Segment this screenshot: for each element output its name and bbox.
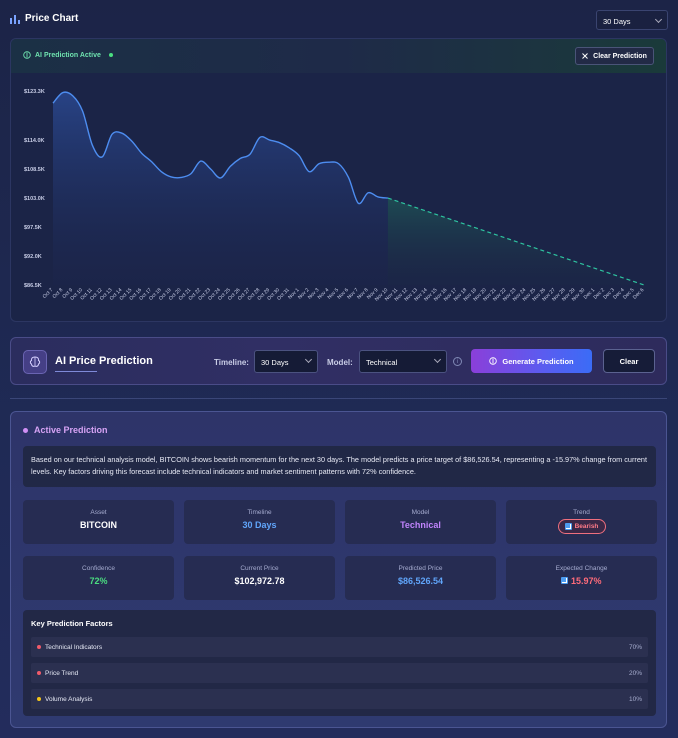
info-icon[interactable]: i bbox=[453, 357, 462, 366]
factor-dot bbox=[37, 697, 41, 701]
model-select-value: Technical bbox=[366, 358, 398, 367]
status-dot bbox=[23, 427, 28, 433]
ai-prediction-bar: AI Price Prediction Timeline: 30 Days Mo… bbox=[10, 337, 667, 385]
asset-card: Asset BITCOIN bbox=[23, 500, 174, 544]
expected-change-card: Expected Change 15.97% bbox=[506, 556, 657, 600]
factor-percent: 70% bbox=[628, 644, 642, 651]
ai-status-text: AI Prediction Active bbox=[35, 51, 101, 59]
card-label: Timeline bbox=[247, 509, 272, 516]
active-prediction-title-text: Active Prediction bbox=[34, 425, 108, 435]
y-tick-label: $123.3K bbox=[24, 89, 45, 95]
active-prediction-title: Active Prediction bbox=[23, 425, 108, 435]
generate-prediction-button[interactable]: Generate Prediction bbox=[471, 349, 592, 373]
y-tick-label: $108.5K bbox=[24, 167, 45, 173]
factor-name: Price Trend bbox=[45, 670, 79, 677]
section-divider bbox=[10, 398, 667, 399]
prediction-description: Based on our technical analysis model, B… bbox=[23, 446, 656, 487]
factor-row: Technical Indicators 70% bbox=[31, 637, 648, 657]
title-underline bbox=[55, 371, 97, 372]
price-line-chart: $123.3K $114.0K $108.5K $103.0K $97.5K $92.0K… bbox=[24, 89, 646, 303]
factor-percent: 20% bbox=[628, 670, 642, 677]
prediction-area bbox=[387, 198, 644, 285]
clear-prediction-button[interactable]: Clear Prediction bbox=[575, 47, 654, 65]
factor-dot bbox=[37, 645, 41, 649]
y-tick-label: $97.5K bbox=[24, 225, 42, 231]
status-dot bbox=[108, 53, 113, 57]
factor-name: Volume Analysis bbox=[45, 696, 93, 703]
bar-chart-icon bbox=[10, 14, 20, 24]
chevron-down-icon bbox=[654, 15, 663, 24]
factor-name: Technical Indicators bbox=[45, 644, 103, 651]
timeline-label: Timeline: bbox=[214, 358, 249, 367]
chevron-down-icon bbox=[433, 355, 442, 364]
trend-card: Trend Bearish bbox=[506, 500, 657, 544]
card-label: Model bbox=[411, 509, 430, 516]
factor-dot bbox=[37, 671, 41, 675]
card-value: $86,526.54 bbox=[397, 576, 444, 586]
confidence-card: Confidence 72% bbox=[23, 556, 174, 600]
card-label: Expected Change bbox=[555, 565, 608, 572]
trend-value: Bearish bbox=[574, 523, 599, 530]
card-value: BITCOIN bbox=[80, 520, 117, 530]
card-value: 15.97% bbox=[506, 576, 657, 586]
y-tick-label: $92.0K bbox=[24, 254, 42, 260]
y-tick-label: $103.0K bbox=[24, 196, 45, 202]
chart-header: Price Chart 30 Days bbox=[10, 10, 668, 30]
timeframe-select[interactable]: 30 Days bbox=[596, 10, 668, 30]
card-label: Trend bbox=[573, 509, 590, 516]
y-tick-label: $114.0K bbox=[24, 138, 45, 144]
model-select[interactable]: Technical bbox=[359, 350, 447, 373]
model-label: Model: bbox=[327, 358, 353, 367]
active-prediction-panel: Active Prediction Based on our technical… bbox=[10, 411, 667, 728]
card-label: Asset bbox=[90, 509, 107, 516]
card-label: Current Price bbox=[240, 565, 279, 572]
brain-icon bbox=[489, 357, 498, 365]
page-title-text: Price Chart bbox=[25, 13, 79, 24]
prediction-series-line bbox=[387, 197, 645, 286]
y-tick-label: $86.5K bbox=[24, 283, 42, 289]
chevron-down-icon bbox=[304, 355, 313, 364]
price-chart-panel: AI Prediction Active Clear Prediction $1… bbox=[10, 38, 667, 322]
key-factors-title: Key Prediction Factors bbox=[31, 619, 113, 628]
price-area bbox=[53, 92, 388, 285]
key-factors-panel: Key Prediction Factors Technical Indicat… bbox=[23, 610, 656, 716]
ai-status: AI Prediction Active bbox=[23, 51, 113, 59]
card-value: 72% bbox=[89, 576, 108, 586]
model-card: Model Technical bbox=[345, 500, 496, 544]
card-value: $102,972.78 bbox=[234, 576, 285, 586]
factor-percent: 10% bbox=[628, 696, 642, 703]
timeline-select[interactable]: 30 Days bbox=[254, 350, 318, 373]
factor-row: Volume Analysis 10% bbox=[31, 689, 648, 709]
trend-badge: Bearish bbox=[557, 519, 606, 534]
price-series-line bbox=[52, 91, 388, 205]
brain-icon-box bbox=[23, 350, 47, 374]
page-title: Price Chart bbox=[10, 13, 78, 24]
trend-down-icon bbox=[564, 523, 572, 530]
expected-change-value: 15.97% bbox=[570, 576, 602, 586]
timeframe-select-value: 30 Days bbox=[603, 17, 631, 26]
card-label: Predicted Price bbox=[398, 565, 443, 572]
close-icon bbox=[582, 53, 589, 59]
timeline-select-value: 30 Days bbox=[261, 358, 289, 367]
card-label: Confidence bbox=[82, 565, 115, 572]
card-value: 30 Days bbox=[242, 520, 277, 530]
factor-row: Price Trend 20% bbox=[31, 663, 648, 683]
predicted-price-card: Predicted Price $86,526.54 bbox=[345, 556, 496, 600]
brain-icon bbox=[29, 356, 41, 367]
prediction-title: AI Price Prediction bbox=[55, 355, 153, 367]
card-value: Technical bbox=[400, 520, 441, 530]
clear-prediction-label: Clear Prediction bbox=[593, 52, 647, 60]
clear-button[interactable]: Clear bbox=[603, 349, 655, 373]
generate-prediction-label: Generate Prediction bbox=[502, 356, 574, 366]
trend-down-icon bbox=[561, 577, 569, 584]
brain-icon bbox=[23, 51, 31, 59]
chart-toolbar: AI Prediction Active Clear Prediction bbox=[11, 39, 666, 73]
current-price-card: Current Price $102,972.78 bbox=[184, 556, 335, 600]
x-tick-label: Dec 6 bbox=[632, 287, 646, 301]
timeline-card: Timeline 30 Days bbox=[184, 500, 335, 544]
